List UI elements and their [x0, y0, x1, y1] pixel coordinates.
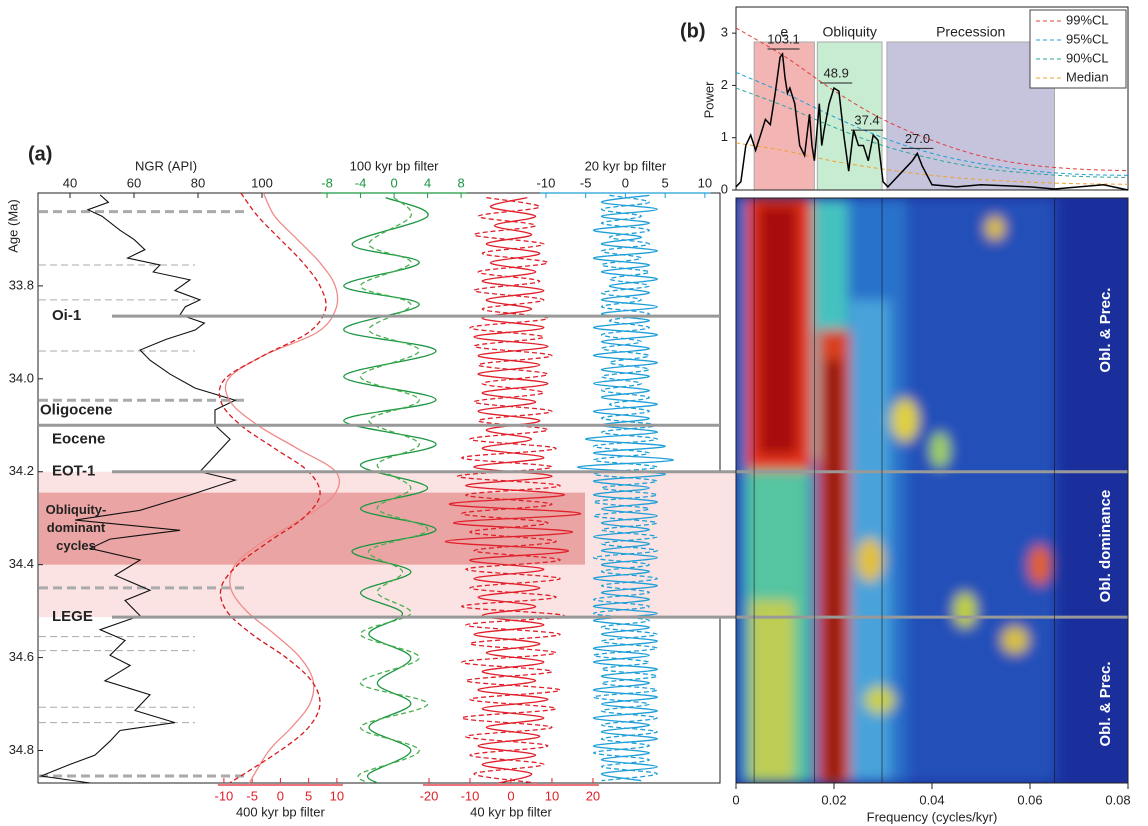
peak-label: 27.0 — [905, 131, 930, 146]
plot-frame — [735, 6, 1129, 191]
x-tick-label: 4 — [424, 175, 431, 190]
x-tick-label: 0 — [390, 175, 397, 190]
x-tick-label: 0 — [277, 788, 284, 803]
x-tick-label: 0.06 — [1017, 792, 1042, 807]
confidence-line — [735, 27, 1129, 172]
peak-label: 37.4 — [854, 113, 879, 128]
event-label: LEGE — [52, 608, 93, 625]
y-tick-label: 33.8 — [9, 277, 34, 292]
confidence-line — [735, 142, 1129, 185]
track-title: 20 kyr bp filter — [585, 158, 667, 173]
age-band — [39, 492, 585, 565]
regime-label: Obl. dominance — [1097, 490, 1114, 603]
x-tick-label: -5 — [580, 175, 592, 190]
band-label: Precession — [936, 24, 1005, 40]
track-title: 40 kyr bp filter — [470, 804, 552, 819]
epoch-label: Eocene — [52, 430, 105, 447]
x-tick-label: -5 — [246, 788, 258, 803]
legend-label: 99%CL — [1066, 12, 1109, 27]
x-tick-label: -10 — [214, 788, 233, 803]
x-tick-label: 0 — [507, 788, 514, 803]
legend-box — [1029, 9, 1127, 89]
x-tick-label: -8 — [321, 175, 333, 190]
spectrogram — [736, 198, 1128, 783]
track-curve — [592, 194, 658, 782]
x-tick-label: 20 — [586, 788, 600, 803]
x-tick-label: 5 — [662, 175, 669, 190]
track-curve — [224, 192, 341, 784]
x-tick-label: 0 — [732, 792, 739, 807]
x-tick-label: 0.08 — [1105, 792, 1130, 807]
y-tick-label: 2 — [721, 77, 728, 92]
track-curve — [343, 197, 437, 784]
band-label: cycles — [56, 538, 96, 553]
power-spectrum — [735, 52, 1129, 191]
y-tick-label: 34.8 — [9, 742, 34, 757]
x-tick-label: -10 — [461, 788, 480, 803]
x-tick-label: 60 — [127, 175, 141, 190]
track-curve — [457, 197, 565, 784]
y-tick-label: 34.6 — [9, 649, 34, 664]
track-curve — [577, 194, 674, 782]
y-tick-label: 34.0 — [9, 370, 34, 385]
track-curve — [357, 197, 429, 784]
panel-label: (b) — [680, 20, 706, 42]
x-tick-label: -10 — [537, 175, 556, 190]
y-tick-label: 1 — [721, 129, 728, 144]
x-tick-label: 10 — [545, 788, 559, 803]
track-curve — [444, 197, 582, 784]
track-title: 100 kyr bp filter — [350, 158, 440, 173]
event-label: Oi-1 — [52, 307, 81, 324]
band-label: dominant — [47, 520, 106, 535]
peak-label: 48.9 — [824, 65, 849, 80]
band — [886, 41, 1055, 191]
spectrogram-frame — [735, 197, 1129, 784]
x-tick-label: -4 — [355, 175, 367, 190]
x-tick-label: 10 — [698, 175, 712, 190]
y-axis-label: Age (Ma) — [5, 199, 20, 252]
x-tick-label: 0.02 — [821, 792, 846, 807]
legend-label: 90%CL — [1066, 50, 1109, 65]
regime-label: Obl. & Prec. — [1097, 662, 1114, 747]
legend-label: 95%CL — [1066, 31, 1109, 46]
y-tick-label: 34.2 — [9, 463, 34, 478]
x-tick-label: 80 — [191, 175, 205, 190]
x-tick-label: 40 — [63, 175, 77, 190]
band-label: Obliquity — [822, 24, 876, 40]
x-tick-label: 8 — [457, 175, 464, 190]
legend-label: Median — [1066, 69, 1109, 84]
x-tick-label: 0.04 — [919, 792, 944, 807]
y-axis-label: Power — [701, 81, 716, 119]
x-tick-label: -20 — [420, 788, 439, 803]
panel-label: (a) — [28, 143, 52, 165]
x-tick-label: 0 — [622, 175, 629, 190]
band-label: e — [780, 24, 788, 40]
x-tick-label: 10 — [330, 788, 344, 803]
peak-label: 103.1 — [767, 31, 800, 46]
x-tick-label: 5 — [305, 788, 312, 803]
confidence-line — [735, 71, 1129, 176]
track-title: NGR (API) — [135, 158, 197, 173]
track-curve — [39, 194, 238, 784]
track-title: 400 kyr bp filter — [236, 804, 326, 819]
y-tick-label: 3 — [721, 25, 728, 40]
band-label: Obliquity- — [46, 502, 107, 517]
x-axis-label: Frequency (cycles/kyr) — [867, 809, 998, 824]
legend: 99%CL 95%CL 90%CL Median — [1029, 9, 1127, 89]
track-curve — [218, 192, 327, 784]
x-tick-label: 100 — [251, 175, 273, 190]
regime-label: Obl. & Prec. — [1097, 288, 1114, 373]
y-tick-label: 34.4 — [9, 556, 34, 571]
y-tick-label: 0 — [721, 181, 728, 196]
event-label: EOT-1 — [52, 463, 95, 480]
epoch-label: Oligocene — [40, 401, 113, 418]
